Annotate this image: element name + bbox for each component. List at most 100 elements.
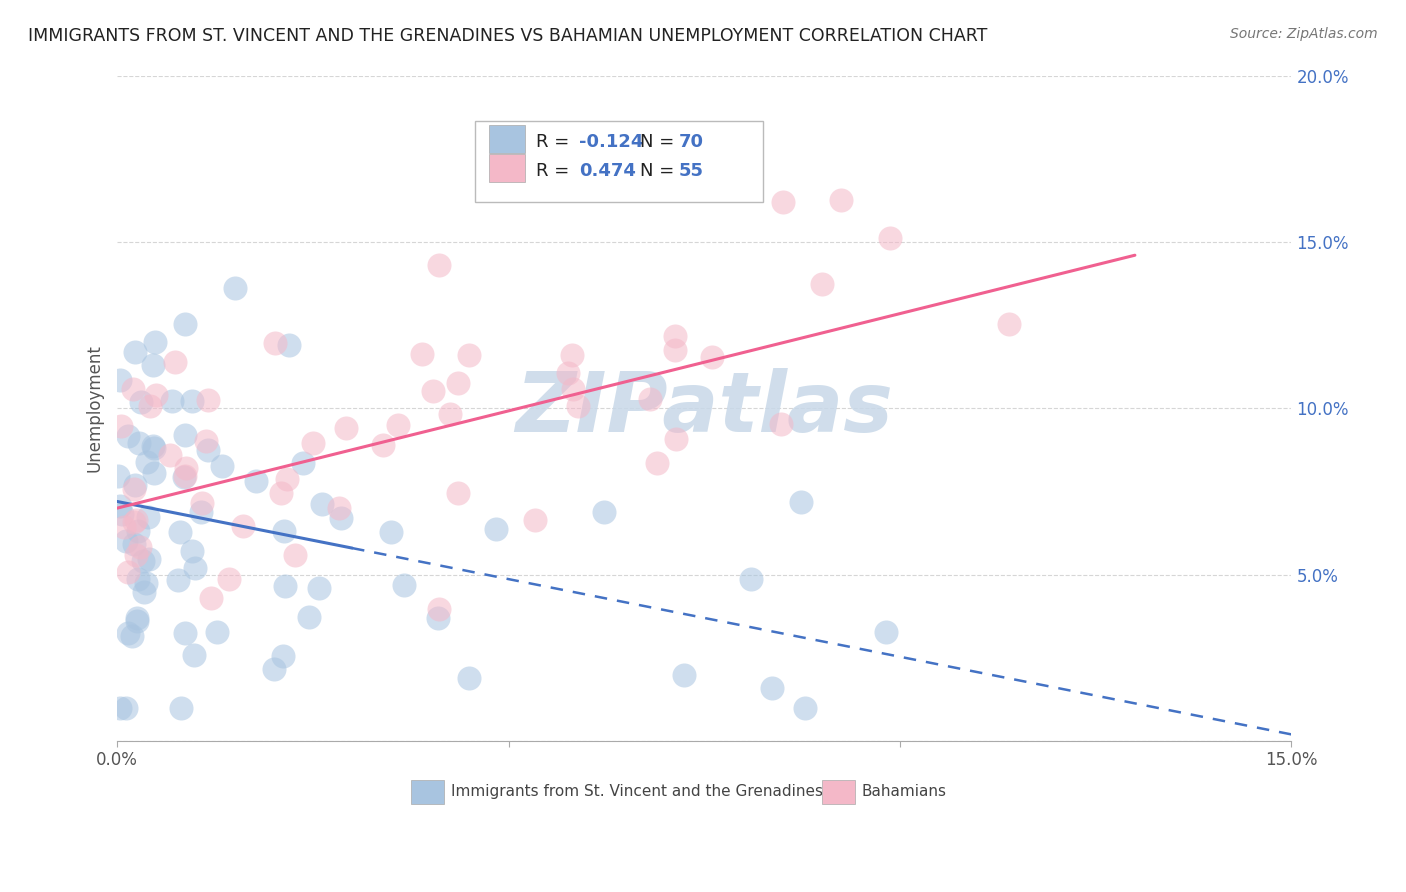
Text: N =: N = (640, 133, 679, 151)
Point (181, 544, 204, 558)
Point (167, 574, 190, 588)
Point (195, 434, 218, 448)
Text: 55: 55 (679, 161, 703, 179)
Point (112, 520, 135, 534)
Point (128, 540, 150, 554)
Point (197, 392, 219, 407)
Point (180, 394, 202, 409)
Point (458, 671, 481, 685)
Point (127, 524, 149, 539)
Point (108, 373, 131, 387)
Point (485, 522, 508, 536)
Point (330, 511, 353, 525)
Point (523, 513, 546, 527)
Point (271, 648, 294, 663)
Point (125, 614, 148, 628)
Point (174, 317, 197, 331)
Point (665, 432, 688, 446)
Point (200, 591, 222, 605)
Point (145, 388, 167, 402)
Point (108, 700, 131, 714)
Point (205, 624, 228, 639)
Point (371, 437, 394, 451)
Point (111, 507, 134, 521)
Point (311, 497, 333, 511)
Point (117, 626, 139, 640)
Point (645, 456, 668, 470)
Point (291, 456, 314, 470)
Point (132, 585, 155, 599)
Point (125, 611, 148, 625)
Text: Source: ZipAtlas.com: Source: ZipAtlas.com (1230, 27, 1378, 41)
Point (592, 505, 614, 519)
Text: Immigrants from St. Vincent and the Grenadines: Immigrants from St. Vincent and the Gren… (451, 784, 823, 799)
Point (124, 478, 146, 492)
Text: 70: 70 (679, 133, 703, 151)
Point (232, 518, 254, 533)
Text: R =: R = (537, 133, 575, 151)
Point (115, 533, 138, 548)
Point (276, 472, 298, 486)
Point (664, 343, 686, 358)
Point (174, 428, 197, 442)
Point (793, 700, 815, 714)
Point (191, 496, 214, 510)
Point (811, 277, 834, 291)
Point (108, 500, 131, 514)
Point (139, 399, 162, 413)
Point (562, 382, 585, 396)
Point (114, 700, 136, 714)
FancyBboxPatch shape (489, 154, 524, 182)
Point (273, 524, 295, 538)
Point (163, 355, 186, 369)
Point (129, 395, 152, 409)
Point (174, 469, 197, 483)
Point (124, 537, 146, 551)
Point (638, 392, 661, 407)
Point (122, 483, 145, 497)
Point (134, 576, 156, 591)
Point (264, 335, 287, 350)
Point (392, 577, 415, 591)
Point (427, 601, 450, 615)
Point (426, 611, 449, 625)
Point (159, 448, 181, 462)
Point (672, 668, 695, 682)
Point (335, 420, 357, 434)
Point (301, 435, 323, 450)
Point (830, 193, 852, 207)
Point (132, 554, 155, 568)
Point (107, 469, 129, 483)
Point (224, 281, 246, 295)
Point (561, 348, 583, 362)
Point (124, 515, 146, 529)
Text: Bahamians: Bahamians (862, 784, 946, 799)
Point (183, 648, 205, 663)
Point (740, 572, 762, 586)
Point (145, 335, 167, 350)
Point (121, 382, 143, 396)
Point (273, 579, 295, 593)
Point (218, 572, 240, 586)
Point (117, 565, 139, 579)
Point (447, 485, 470, 500)
Point (245, 474, 267, 488)
Point (997, 317, 1019, 331)
Point (700, 350, 723, 364)
FancyBboxPatch shape (475, 120, 763, 202)
Point (308, 581, 330, 595)
Point (263, 662, 285, 676)
Point (135, 455, 157, 469)
Point (761, 681, 783, 695)
Point (447, 376, 470, 390)
Point (142, 439, 165, 453)
Point (128, 435, 150, 450)
Text: IMMIGRANTS FROM ST. VINCENT AND THE GRENADINES VS BAHAMIAN UNEMPLOYMENT CORRELAT: IMMIGRANTS FROM ST. VINCENT AND THE GREN… (28, 27, 987, 45)
Point (411, 346, 433, 360)
Point (380, 524, 402, 539)
Point (770, 417, 793, 431)
Point (211, 458, 233, 473)
Point (142, 358, 165, 372)
Point (427, 259, 450, 273)
Point (110, 419, 132, 434)
